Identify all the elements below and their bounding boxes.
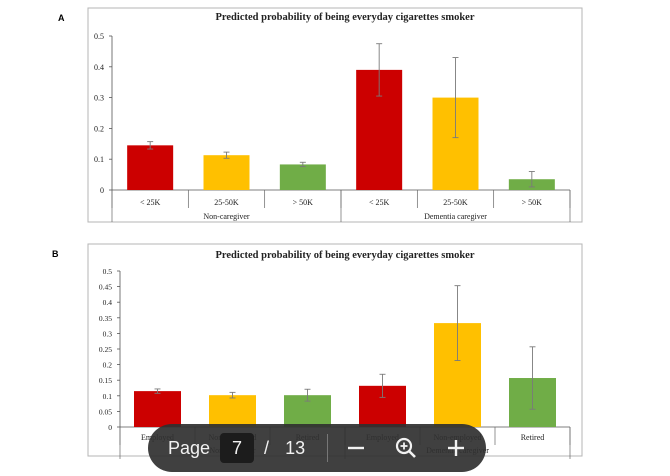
page-label: Page <box>168 437 211 458</box>
plus-icon <box>448 440 465 456</box>
y-tick-label: 0.1 <box>103 392 113 401</box>
x-tick-label: > 50K <box>522 198 543 207</box>
pdf-toolbar: Page 7 / 13 <box>148 424 486 472</box>
x-group-label: Dementia caregiver <box>424 212 487 221</box>
y-tick-label: 0.2 <box>103 361 113 370</box>
bar <box>203 155 250 190</box>
minus-icon <box>348 446 365 450</box>
x-group-label: Non-caregiver <box>203 212 250 221</box>
x-tick-label: > 50K <box>293 198 314 207</box>
x-tick-label: 25-50K <box>443 198 468 207</box>
magnifier-icon <box>395 437 417 458</box>
y-tick-label: 0.25 <box>99 345 112 354</box>
toolbar-divider <box>327 434 329 462</box>
panel-a-letter: A <box>58 13 65 23</box>
page-number-input[interactable]: 7 <box>220 433 255 463</box>
y-tick-label: 0 <box>108 423 112 432</box>
page-separator: / <box>264 437 270 458</box>
bar <box>127 145 174 190</box>
y-tick-label: 0.5 <box>103 267 113 276</box>
x-tick-label: < 25K <box>369 198 390 207</box>
bar <box>279 164 326 190</box>
x-tick-label: < 25K <box>140 198 161 207</box>
y-tick-label: 0.2 <box>94 124 104 133</box>
zoom-fit-button[interactable] <box>386 428 426 468</box>
zoom-out-button[interactable] <box>336 428 376 468</box>
y-tick-label: 0.15 <box>99 376 112 385</box>
total-pages: 13 <box>285 437 306 458</box>
panel-b-letter: B <box>52 249 59 259</box>
y-tick-label: 0.5 <box>94 32 104 41</box>
y-tick-label: 0 <box>100 186 104 195</box>
bar <box>134 391 181 427</box>
y-tick-label: 0.4 <box>103 298 113 307</box>
chart-title: Predicted probability of being everyday … <box>216 250 475 261</box>
zoom-in-button[interactable] <box>436 428 476 468</box>
bar <box>209 395 256 427</box>
y-tick-label: 0.35 <box>99 314 112 323</box>
y-tick-label: 0.3 <box>94 94 104 103</box>
y-tick-label: 0.3 <box>103 329 113 338</box>
y-tick-label: 0.05 <box>99 407 112 416</box>
chart-frame <box>87 7 583 223</box>
x-tick-label: Retired <box>521 433 545 442</box>
chart-panel-a: Predicted probability of being everyday … <box>87 7 583 223</box>
y-tick-label: 0.1 <box>94 155 104 164</box>
y-tick-label: 0.4 <box>94 63 104 72</box>
x-tick-label: 25-50K <box>214 198 239 207</box>
chart-title: Predicted probability of being everyday … <box>216 12 475 23</box>
y-tick-label: 0.45 <box>99 283 112 292</box>
